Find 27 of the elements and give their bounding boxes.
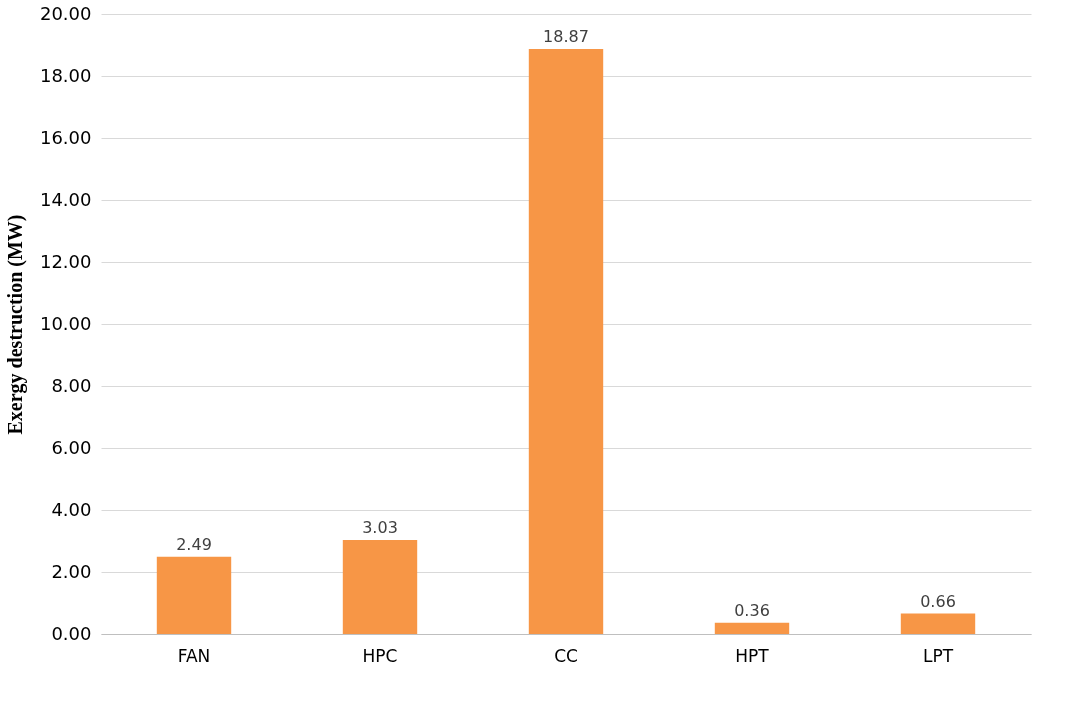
- x-tick-label: HPT: [735, 645, 770, 666]
- y-tick-label: 12.00: [39, 250, 92, 272]
- data-label: 18.87: [543, 27, 589, 47]
- bar: [528, 49, 604, 634]
- y-tick-label: 10.00: [39, 312, 92, 334]
- bar: [900, 613, 976, 634]
- y-tick-label: 20.00: [39, 2, 92, 24]
- y-tick-label: 18.00: [39, 64, 92, 86]
- data-label: 3.03: [362, 518, 398, 538]
- y-tick-label: 0.00: [51, 622, 92, 644]
- bar: [156, 556, 232, 634]
- data-label: 0.66: [920, 591, 956, 611]
- y-tick-label: 8.00: [51, 374, 92, 396]
- y-axis-title: Exergy destruction (MW): [3, 214, 27, 435]
- bar: [342, 540, 418, 634]
- x-tick-label: FAN: [177, 645, 211, 666]
- data-label: 2.49: [176, 534, 212, 554]
- y-tick-label: 4.00: [51, 498, 92, 520]
- y-tick-label: 16.00: [39, 126, 92, 148]
- y-tick-label: 2.00: [51, 560, 92, 582]
- bar: [714, 622, 790, 634]
- y-tick-label: 14.00: [39, 188, 92, 210]
- data-label: 0.36: [734, 600, 770, 620]
- x-tick-label: LPT: [922, 645, 954, 666]
- y-tick-label: 6.00: [51, 436, 92, 458]
- x-tick-label: HPC: [362, 645, 398, 666]
- x-tick-label: CC: [554, 645, 578, 666]
